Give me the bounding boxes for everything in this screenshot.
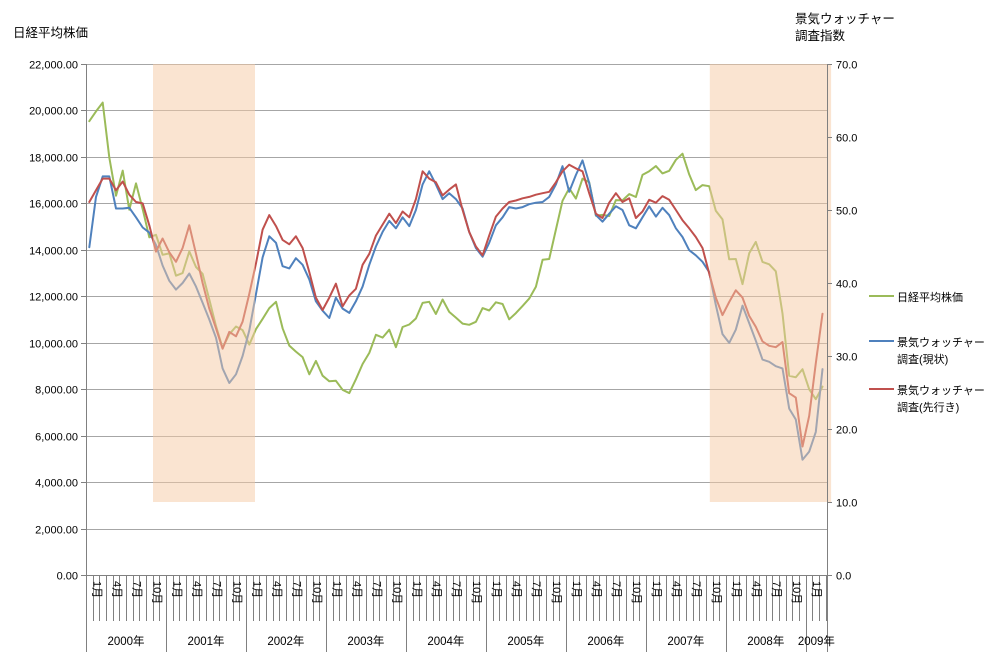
x-axis-month-label: 1月: [330, 581, 342, 598]
legend-label-line2: 調査(現状): [897, 354, 949, 366]
x-axis-month-label: 1月: [490, 581, 502, 598]
right-axis-title: 景気ウォッチャー 調査指数: [795, 11, 895, 45]
x-axis-month-label: 4月: [350, 581, 362, 598]
x-axis-year-label: 2003年: [347, 634, 384, 648]
x-axis-month-label: 7月: [130, 581, 142, 598]
legend-label-line1: 景気ウォッチャー: [897, 337, 985, 349]
right-axis-tick-label: 20.0: [836, 425, 857, 437]
recession-bands: [153, 64, 832, 502]
x-axis-month-label: 10月: [310, 581, 322, 604]
x-axis-month-label: 4月: [190, 581, 202, 598]
right-axis-title-line1: 景気ウォッチャー: [795, 12, 895, 26]
x-axis-year-label: 2004年: [427, 634, 464, 648]
legend-line-swatch-nikkei: [869, 295, 894, 297]
x-axis-month-label: 7月: [450, 581, 462, 598]
legend-label-line2: 調査(先行き): [897, 402, 960, 414]
x-axis-month-label: 10月: [470, 581, 482, 604]
left-axis-tick-label: 4,000.00: [35, 478, 78, 490]
y-axis-left: 22,000.00 20,000.00 18,000.00 16,000.00 14,0…: [29, 60, 86, 583]
x-axis-month-label: 1月: [650, 581, 662, 598]
x-axis-month-label: 10月: [550, 581, 562, 604]
right-axis-tick-label: 10.0: [836, 498, 857, 510]
x-axis-month-label: 4月: [750, 581, 762, 598]
x-axis-year-label: 2001年: [187, 634, 224, 648]
x-axis-month-label: 1月: [250, 581, 262, 598]
right-axis-tick-label: 50.0: [836, 206, 857, 218]
left-axis-tick-label: 16,000.00: [29, 199, 78, 211]
left-axis-tick-label: 10,000.00: [29, 339, 78, 351]
recession-band: [709, 64, 832, 502]
x-axis-month-label: 1月: [90, 581, 102, 598]
x-axis-month-label: 1月: [730, 581, 742, 598]
x-axis-year-label: 2005年: [507, 634, 544, 648]
x-axis-month-label: 10月: [230, 581, 242, 604]
left-axis-tick-label: 22,000.00: [29, 60, 78, 72]
legend-line-swatch-outlook: [869, 388, 894, 390]
x-axis-month-label: 1月: [170, 581, 182, 598]
legend-label: 日経平均株価: [897, 292, 963, 304]
left-axis-tick-label: 8,000.00: [35, 385, 78, 397]
left-axis-title: 日経平均株価: [13, 26, 89, 40]
right-axis-tick-label: 70.0: [836, 60, 857, 72]
x-axis-month-label: 7月: [210, 581, 222, 598]
x-axis-month-label: 7月: [370, 581, 382, 598]
x-axis-month-label: 10月: [150, 581, 162, 604]
axes: [86, 64, 828, 576]
right-axis-tick-label: 40.0: [836, 279, 857, 291]
x-axis-month-label: 1月: [570, 581, 582, 598]
left-axis-tick-label: 12,000.00: [29, 292, 78, 304]
right-axis-tick-label: 0.0: [836, 571, 851, 583]
x-axis-year-label: 2008年: [747, 634, 784, 648]
x-axis-month-label: 10月: [390, 581, 402, 604]
legend-label-line1: 景気ウォッチャー: [897, 385, 985, 397]
left-axis-tick-label: 0.00: [57, 571, 78, 583]
x-axis-month-label: 7月: [770, 581, 782, 598]
x-axis-month-label: 4月: [510, 581, 522, 598]
x-axis-month-label: 1月: [410, 581, 422, 598]
x-axis-month-label: 4月: [430, 581, 442, 598]
x-axis-month-label: 10月: [710, 581, 722, 604]
x-axis-year-label: 2006年: [587, 634, 624, 648]
left-axis-tick-label: 2,000.00: [35, 525, 78, 537]
right-axis-tick-label: 30.0: [836, 352, 857, 364]
x-axis-month-label: 4月: [110, 581, 122, 598]
x-axis-month-label: 4月: [270, 581, 282, 598]
x-axis-month-label: 1月: [810, 581, 822, 598]
y-axis-right: 70.0 60.0 50.0 40.0 30.0 20.0 10.0 0.0: [827, 60, 857, 583]
x-axis-month-label: 4月: [670, 581, 682, 598]
legend-line-swatch-current: [869, 340, 894, 342]
x-axis-month-label: 7月: [690, 581, 702, 598]
right-axis-tick-label: 60.0: [836, 133, 857, 145]
x-axis-month-label: 7月: [610, 581, 622, 598]
x-axis-month-label: 7月: [290, 581, 302, 598]
x-axis-year-label: 2000年: [107, 634, 144, 648]
left-axis-tick-label: 14,000.00: [29, 246, 78, 258]
left-axis-tick-label: 18,000.00: [29, 153, 78, 165]
x-axis-year-label: 2007年: [667, 634, 704, 648]
left-axis-tick-label: 6,000.00: [35, 432, 78, 444]
x-axis-month-label: 10月: [630, 581, 642, 604]
recession-band: [153, 64, 255, 502]
x-axis-month-label: 7月: [530, 581, 542, 598]
x-axis-year-label: 2009年: [798, 634, 835, 648]
x-axis-year-label: 2002年: [267, 634, 304, 648]
x-axis-month-label: 10月: [790, 581, 802, 604]
x-axis: 1月 4月 7月 10月 2000年 1月 4月 7月 10月 2001年 1月 4月 7月 10月 200…: [86, 575, 835, 652]
left-axis-tick-label: 20,000.00: [29, 106, 78, 118]
right-axis-title-line2: 調査指数: [795, 29, 846, 43]
x-axis-month-label: 4月: [590, 581, 602, 598]
